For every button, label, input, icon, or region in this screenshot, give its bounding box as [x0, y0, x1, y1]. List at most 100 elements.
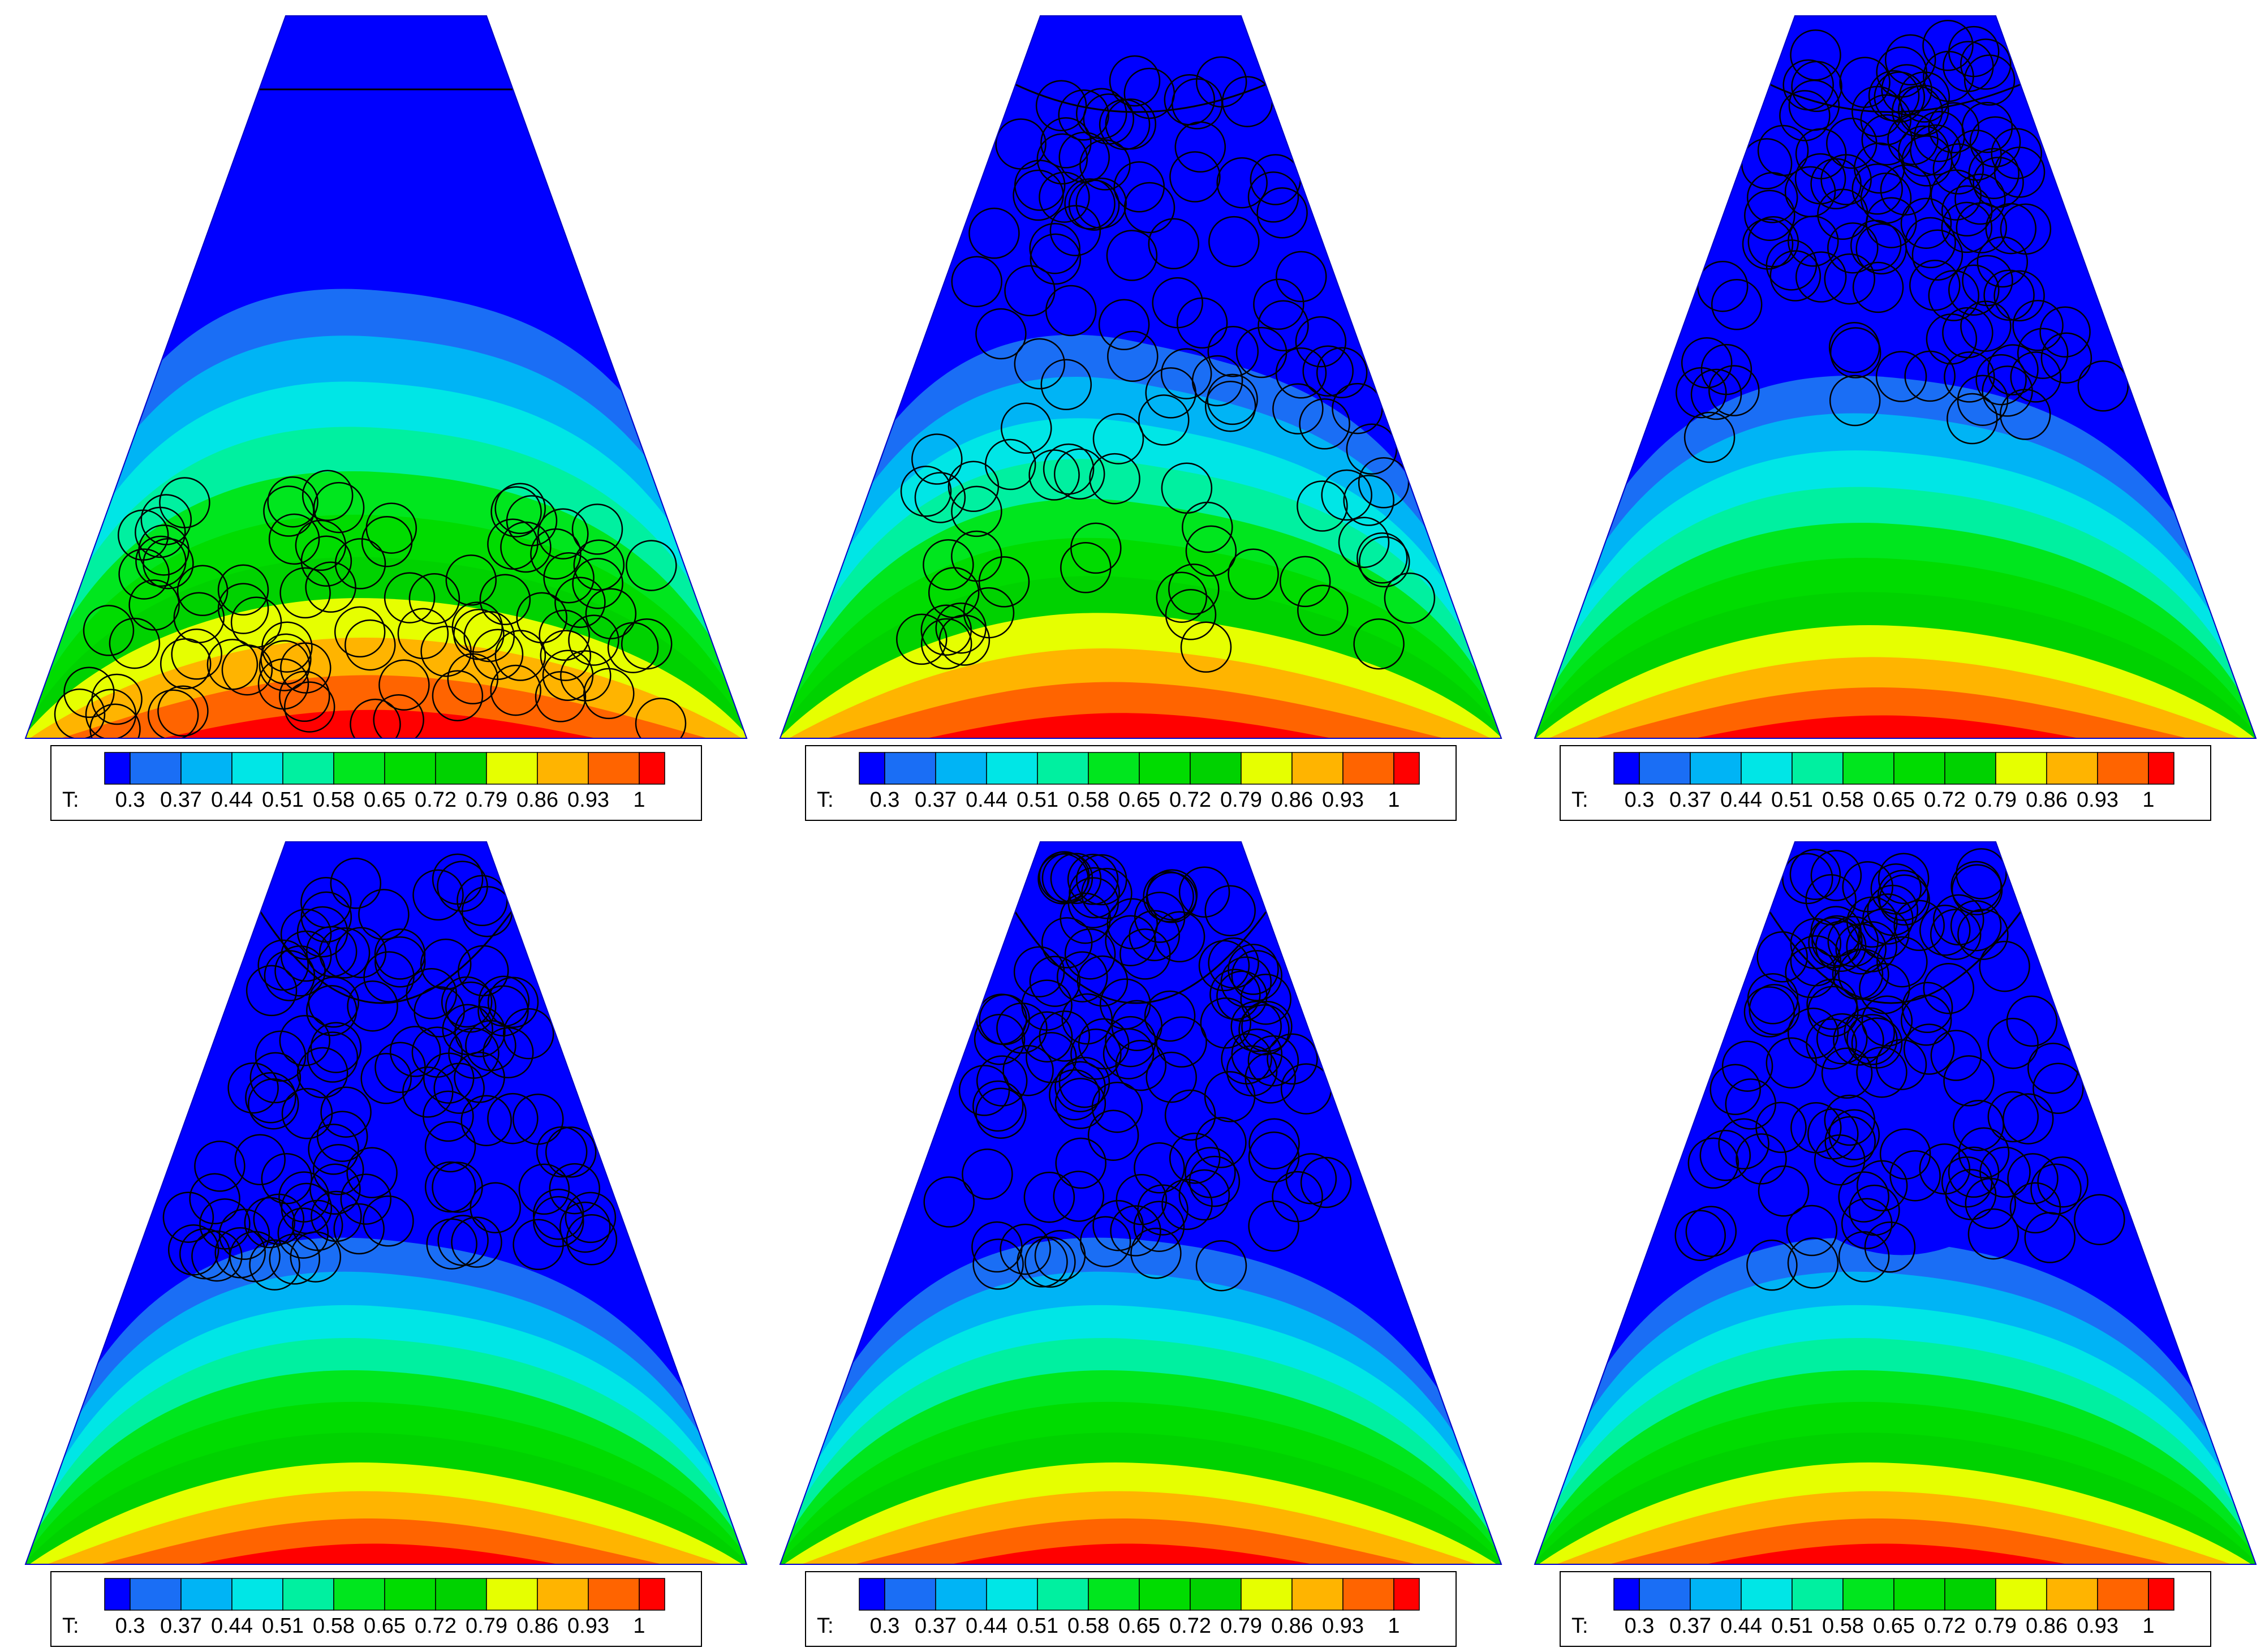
particle	[307, 1031, 359, 1083]
legend-swatch	[986, 1578, 1038, 1611]
particle	[397, 608, 449, 660]
particle	[1736, 1133, 1787, 1185]
particle	[227, 1062, 279, 1114]
particle	[1023, 1171, 1075, 1223]
particle	[268, 513, 320, 565]
temperature-field	[1535, 16, 2256, 738]
particle	[1067, 854, 1119, 905]
legend-swatch	[1393, 752, 1420, 785]
particle	[302, 470, 354, 521]
particle	[1039, 171, 1090, 223]
legend-swatch	[1037, 752, 1089, 785]
particle	[1864, 1221, 1916, 1273]
particle	[1786, 1204, 1838, 1257]
particle	[2007, 1153, 2059, 1204]
legend-tick-label: 1	[2142, 788, 2154, 812]
particle	[1256, 187, 1308, 239]
particle	[1198, 940, 1250, 992]
particle	[360, 1053, 412, 1104]
particle	[1110, 1205, 1161, 1257]
panel-4: T: 0.3 0.37 0.44 0.51 0.58 0.65 0.72 0.79 0.86 0.9…	[0, 826, 755, 1652]
legend-tick-label: 0.79	[1975, 788, 2017, 812]
particle	[621, 618, 673, 670]
domain-outline	[1534, 841, 2257, 1565]
legend-swatch	[2046, 752, 2098, 785]
particle	[968, 208, 1020, 259]
particle	[1152, 277, 1203, 329]
particle	[283, 681, 335, 733]
particle	[545, 1126, 597, 1178]
legend-swatch	[1741, 752, 1793, 785]
particle	[1709, 1064, 1761, 1116]
legend-tick-label: 0.51	[1017, 1614, 1058, 1638]
legend-tick-label: 0.86	[2026, 1614, 2068, 1638]
particle	[229, 1231, 281, 1283]
particle	[1928, 102, 1979, 153]
particle	[1070, 522, 1122, 574]
domain-outline	[779, 15, 1502, 739]
particle	[1338, 517, 1390, 568]
particle	[1130, 1228, 1182, 1279]
particle	[1089, 453, 1140, 505]
particle	[1838, 1231, 1890, 1283]
legend-tick-label: 0.65	[364, 1614, 406, 1638]
particle	[1893, 900, 1945, 952]
particle	[194, 1141, 246, 1192]
particle	[305, 561, 356, 613]
particle	[1000, 1223, 1051, 1275]
particle	[358, 889, 410, 940]
particle	[1070, 1028, 1122, 1080]
particle-group	[896, 55, 1436, 673]
domain-outline	[779, 841, 1502, 1565]
particle	[914, 472, 966, 523]
particle	[420, 625, 472, 677]
legend-tick-label: 0.93	[2077, 1614, 2118, 1638]
particle	[1817, 188, 1868, 240]
legend-tick-label: 0.86	[2026, 788, 2068, 812]
particle	[1810, 850, 1862, 901]
particle	[1987, 344, 2039, 395]
particle	[1208, 937, 1259, 989]
legend-swatch	[1613, 752, 1640, 785]
particle	[1039, 1010, 1091, 1062]
particle	[1827, 915, 1879, 967]
particle	[1040, 117, 1092, 169]
particle	[411, 1026, 463, 1078]
particle	[1806, 978, 1858, 1030]
particle	[1824, 1094, 1876, 1146]
legend-swatch	[537, 1578, 589, 1611]
legend-swatch	[231, 752, 283, 785]
legend-swatch	[1139, 1578, 1191, 1611]
particle	[1105, 98, 1157, 150]
particle	[1061, 993, 1113, 1045]
particle	[1039, 851, 1090, 902]
particle	[1091, 1081, 1143, 1133]
legend-swatch	[859, 1578, 885, 1611]
legend-swatch	[384, 1578, 436, 1611]
particle	[1029, 956, 1081, 1007]
particle	[296, 1047, 348, 1099]
legend-tick-label: 0.3	[1625, 1614, 1655, 1638]
particle	[1950, 861, 2002, 913]
legend-swatch	[1893, 1578, 1945, 1611]
particle	[85, 689, 137, 738]
particle	[1930, 909, 1982, 960]
particle	[147, 689, 199, 738]
particle	[1299, 398, 1350, 450]
legend-tick-label: 0.79	[1220, 788, 1262, 812]
particle	[1169, 1132, 1221, 1184]
particle	[472, 629, 524, 680]
legend-swatch	[333, 1578, 385, 1611]
particle	[1045, 285, 1097, 337]
particle	[1954, 173, 2006, 225]
particle	[1814, 1134, 1866, 1186]
particle	[1302, 345, 1354, 397]
particle	[1828, 322, 1880, 373]
particle	[537, 508, 589, 560]
particle	[1889, 1150, 1941, 1202]
particle	[2074, 1194, 2125, 1245]
particle	[920, 618, 972, 670]
particle	[1785, 947, 1836, 999]
particle	[249, 1239, 300, 1290]
cold-region	[977, 16, 1317, 294]
